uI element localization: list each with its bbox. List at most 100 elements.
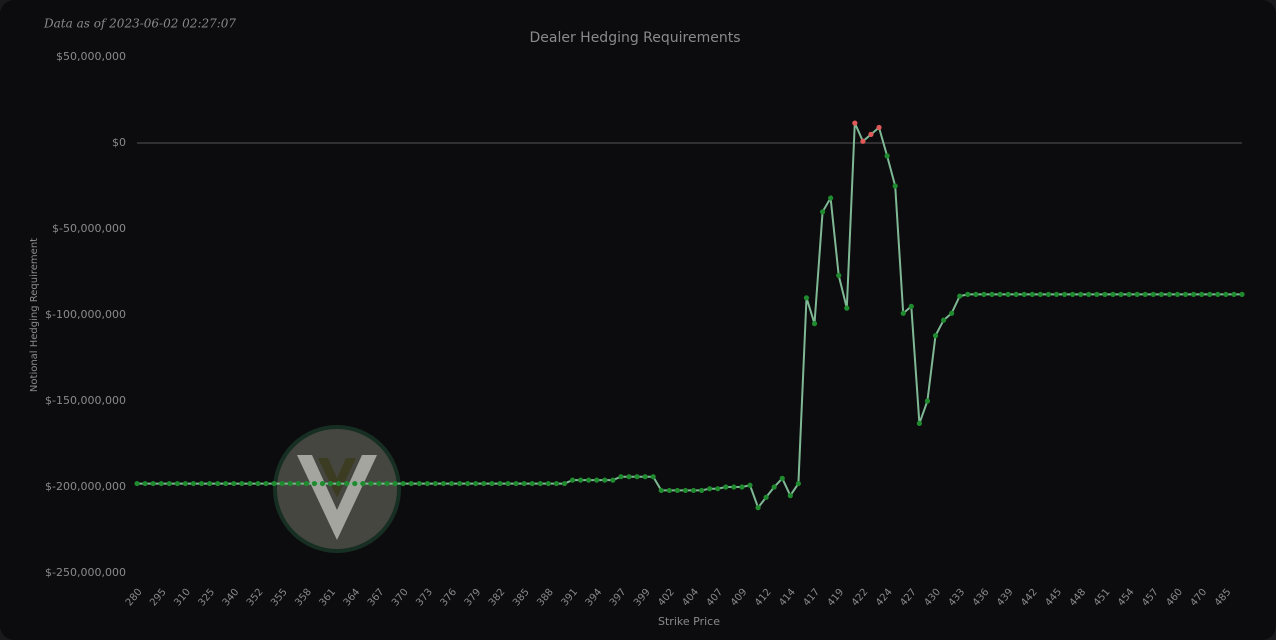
data-point: [852, 120, 858, 126]
data-point: [779, 475, 785, 481]
data-point: [150, 480, 156, 487]
data-point: [731, 484, 737, 490]
data-point: [755, 505, 761, 511]
data-point: [618, 474, 624, 480]
data-point: [561, 480, 568, 487]
data-point: [828, 195, 834, 201]
data-point: [892, 183, 898, 189]
chart-title: Dealer Hedging Requirements: [529, 30, 740, 46]
data-point: [376, 480, 382, 487]
data-point: [352, 480, 358, 487]
data-point: [666, 487, 672, 494]
data-point: [424, 480, 430, 487]
data-point: [327, 480, 334, 487]
data-point: [239, 480, 245, 487]
data-point: [868, 131, 874, 137]
data-point: [1231, 291, 1237, 297]
data-point: [384, 480, 390, 487]
y-tick-label: $-200,000,000: [45, 480, 126, 493]
data-point: [787, 493, 793, 499]
data-point: [344, 480, 350, 487]
data-point: [400, 480, 406, 487]
data-point: [408, 480, 414, 487]
data-point: [263, 480, 269, 487]
data-point: [900, 310, 906, 316]
data-point: [465, 480, 471, 487]
data-point: [1061, 291, 1068, 297]
data-point: [586, 477, 592, 483]
data-point: [505, 480, 511, 487]
data-point: [1158, 291, 1164, 297]
data-point: [489, 480, 495, 487]
data-point: [1021, 291, 1027, 297]
data-point: [690, 487, 697, 494]
data-point: [997, 291, 1003, 297]
data-point: [965, 291, 971, 297]
data-point: [973, 291, 979, 297]
data-point: [279, 480, 285, 487]
y-tick-label: $-250,000,000: [45, 566, 126, 579]
y-tick-label: $0: [112, 136, 126, 149]
data-point: [594, 477, 600, 483]
data-point: [1142, 291, 1148, 297]
y-tick-label: $-150,000,000: [45, 394, 126, 407]
data-point: [1110, 291, 1116, 297]
data-point: [650, 474, 656, 480]
data-point: [682, 487, 689, 494]
data-point: [206, 480, 213, 487]
data-point: [481, 480, 487, 487]
data-point: [698, 487, 705, 494]
data-point: [1045, 291, 1052, 297]
data-point: [836, 272, 842, 279]
data-point: [819, 209, 826, 215]
data-point: [1086, 291, 1092, 297]
data-point: [368, 480, 374, 487]
data-point: [448, 480, 455, 487]
y-tick-label: $-100,000,000: [45, 308, 126, 321]
data-point: [932, 333, 939, 339]
data-point: [1239, 291, 1245, 297]
data-point: [223, 480, 229, 487]
data-point: [1029, 291, 1035, 297]
data-point: [215, 480, 221, 487]
data-point: [634, 474, 640, 480]
data-point: [1207, 291, 1213, 297]
data-point: [610, 477, 616, 483]
watermark-logo: [273, 425, 401, 553]
data-point: [860, 138, 866, 144]
data-point: [1126, 291, 1132, 297]
data-point: [1199, 291, 1205, 297]
data-point: [198, 480, 205, 487]
data-point: [715, 486, 721, 492]
logo-inner: [318, 458, 356, 498]
data-point: [1134, 291, 1140, 297]
data-point: [303, 480, 309, 487]
data-point: [473, 480, 479, 487]
y-tick-label: $50,000,000: [56, 50, 126, 63]
data-point: [747, 482, 753, 488]
data-point: [949, 310, 955, 316]
data-point: [876, 124, 882, 131]
data-point: [989, 291, 995, 297]
data-point: [916, 420, 922, 426]
data-point: [271, 480, 277, 487]
data-point: [457, 480, 463, 487]
data-point: [553, 480, 560, 487]
data-point: [432, 480, 439, 487]
data-point: [1094, 291, 1100, 297]
data-point: [1118, 291, 1124, 297]
data-point: [231, 480, 237, 487]
data-point: [521, 480, 527, 487]
data-point: [771, 484, 777, 490]
data-point: [1070, 291, 1076, 297]
data-point: [1166, 291, 1173, 297]
data-point: [497, 480, 503, 487]
data-point: [739, 484, 745, 490]
data-point: [440, 480, 447, 487]
data-point: [811, 321, 818, 327]
data-point: [844, 305, 850, 311]
data-point: [255, 480, 261, 487]
data-point: [336, 480, 342, 487]
